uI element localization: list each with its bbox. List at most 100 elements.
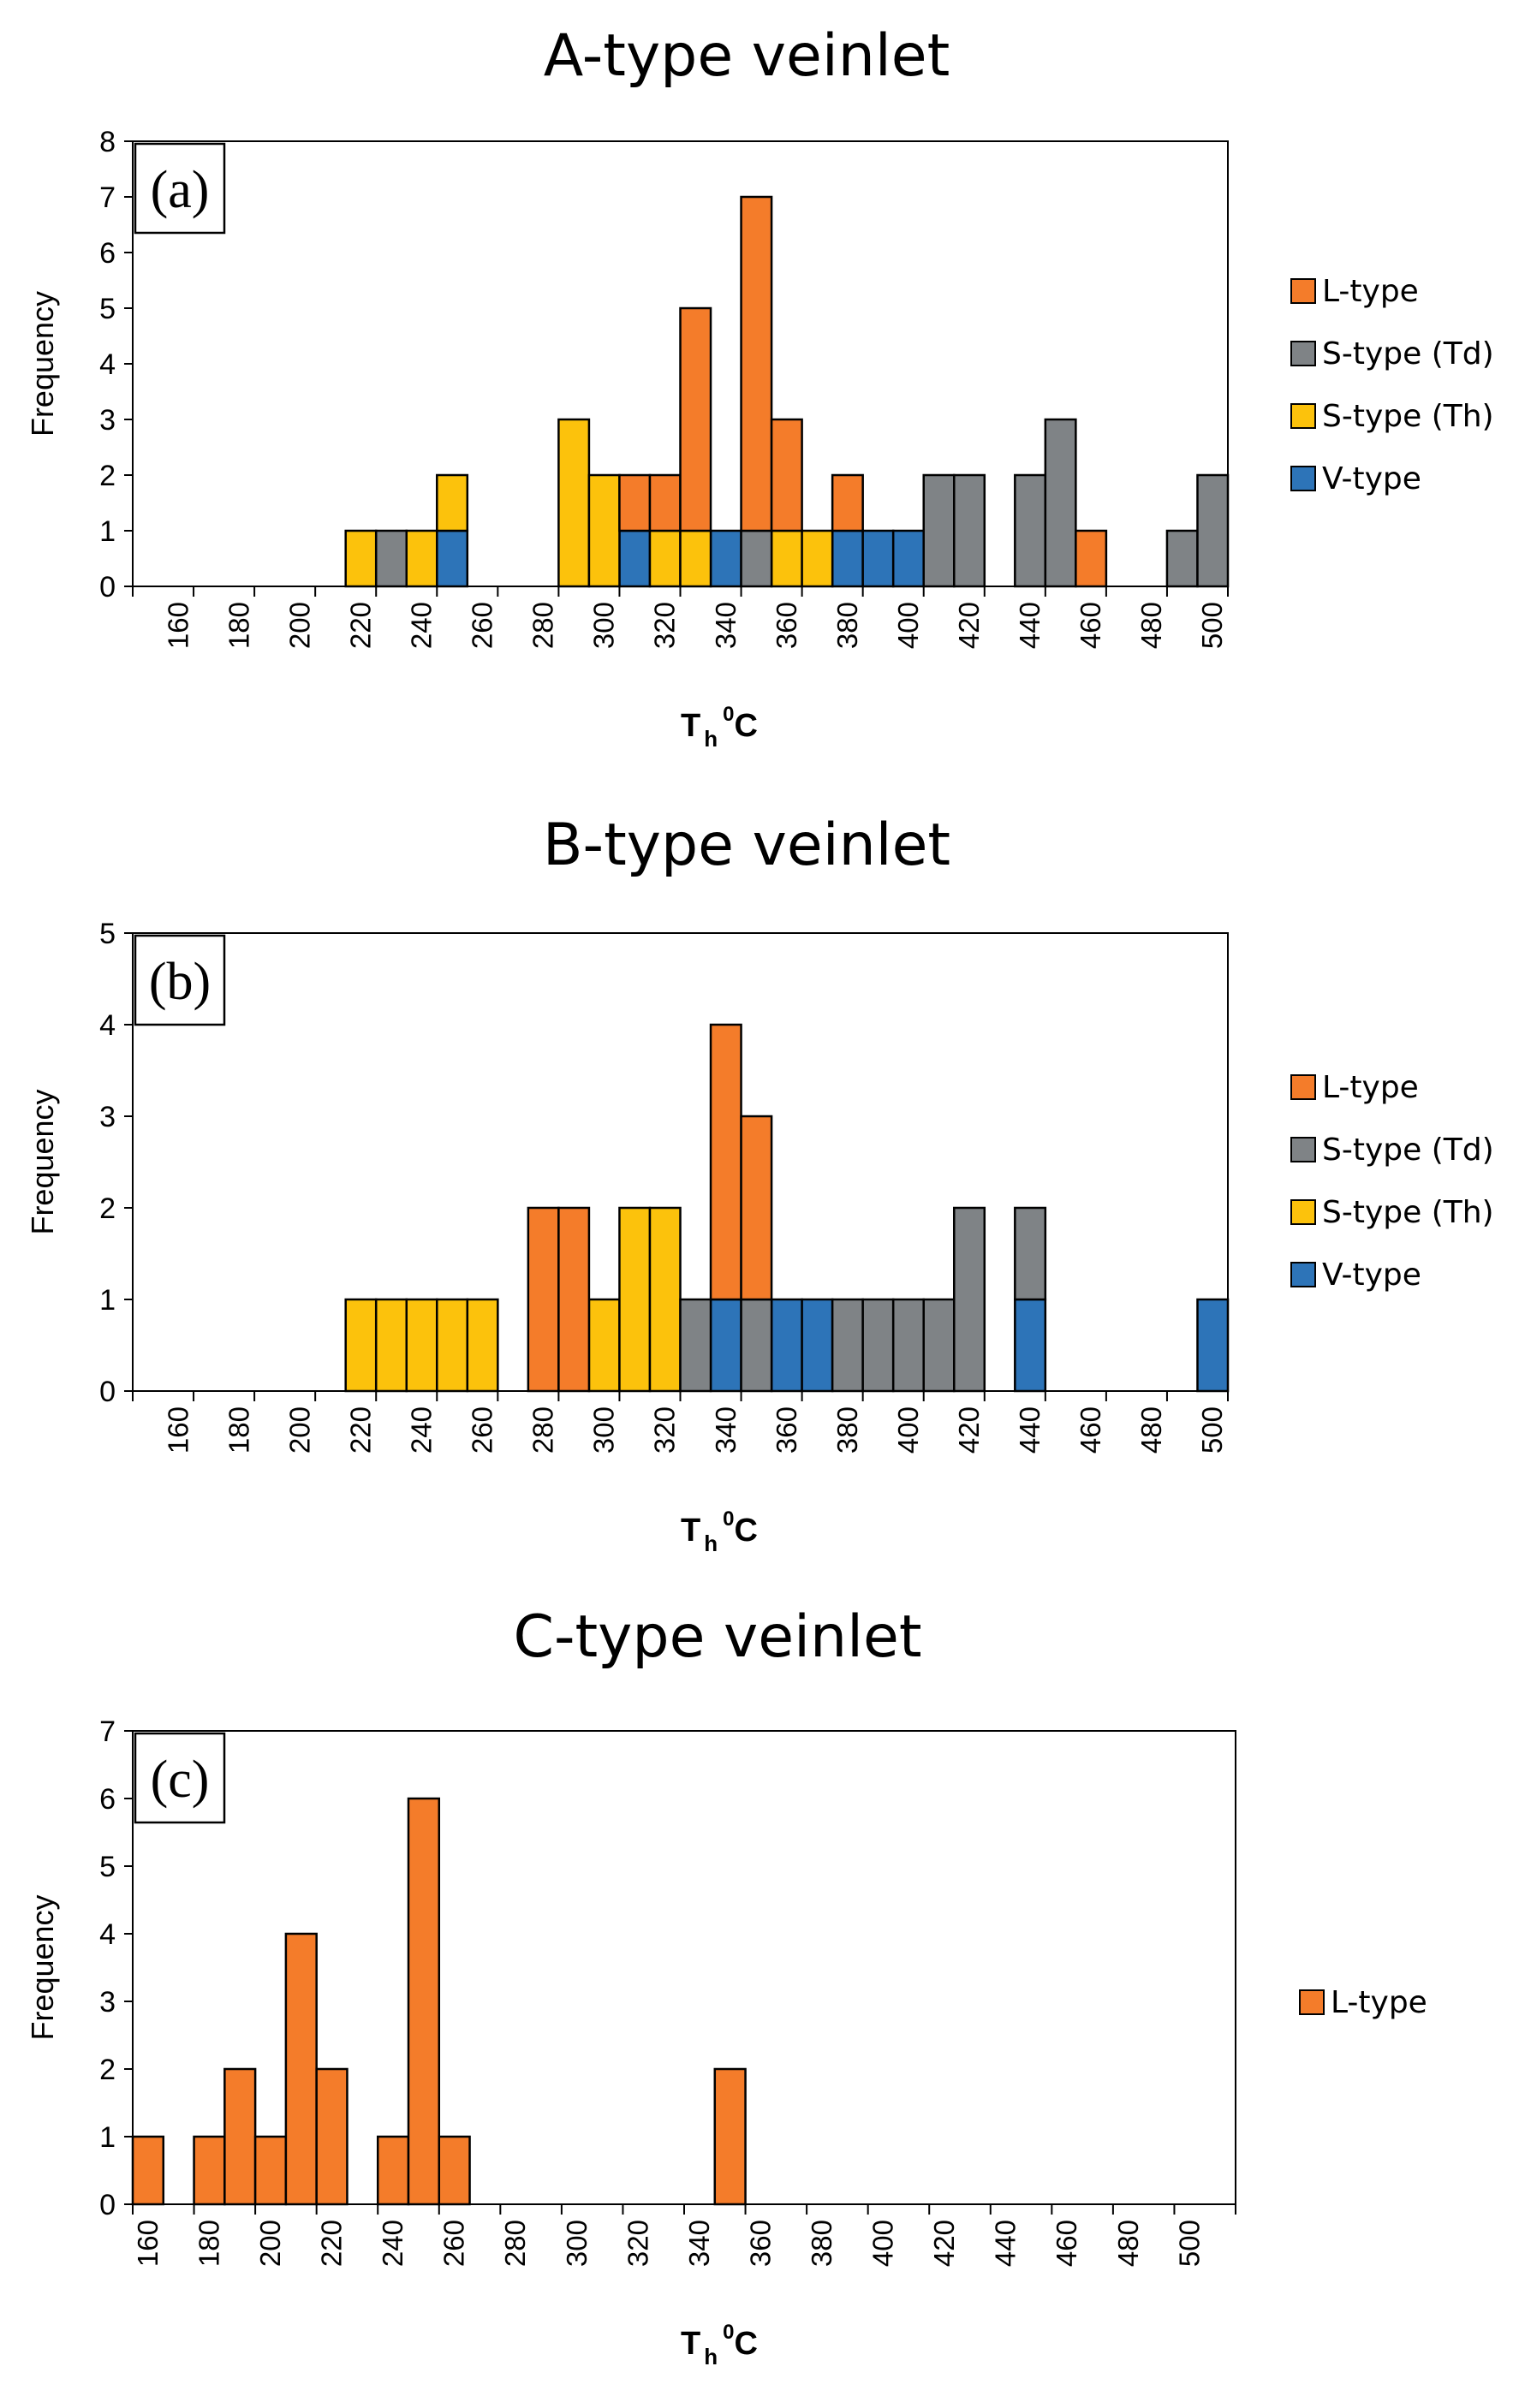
bar-l-type-350 — [713, 2067, 747, 2206]
bar-v-type-500 — [1196, 1298, 1230, 1393]
bar-s-type-td-230 — [374, 529, 408, 588]
x-axis-label-unit: C — [734, 1513, 757, 1549]
panel-label-frame — [134, 934, 226, 1026]
x-axis-label-sup: 0 — [723, 703, 734, 726]
x-tick-label: 160 — [162, 1406, 194, 1454]
bar-l-type-350 — [740, 1115, 773, 1301]
x-tick-label: 480 — [1135, 1406, 1167, 1454]
bar-s-type-td-440 — [1014, 1206, 1047, 1301]
x-axis-label-sub: h — [704, 2344, 718, 2369]
x-tick-label: 320 — [649, 602, 681, 649]
x-axis-label-sub: h — [704, 1531, 718, 1556]
y-tick-label: 5 — [99, 293, 116, 325]
x-tick-label: 480 — [1112, 2220, 1144, 2267]
legend-swatch-l-type — [1290, 278, 1316, 304]
bar-v-type-380 — [831, 529, 864, 588]
x-axis-label-main: T — [681, 708, 700, 744]
y-axis-label: Frequency — [25, 291, 60, 437]
legend-label-v-type: V-type — [1322, 1258, 1421, 1293]
x-tick-label: 500 — [1196, 602, 1228, 649]
x-tick-label: 220 — [344, 1406, 376, 1454]
bar-l-type-190 — [223, 2067, 257, 2206]
x-tick-label: 360 — [771, 1406, 802, 1454]
x-axis-label-unit: C — [734, 2326, 757, 2362]
bar-l-type-280 — [527, 1206, 560, 1393]
panel-label-box: (c) — [134, 1732, 226, 1824]
bar-s-type-td-390 — [861, 1298, 895, 1393]
x-tick-label: 320 — [649, 1406, 681, 1454]
x-tick-label: 260 — [467, 1406, 498, 1454]
x-tick-label: 420 — [953, 602, 985, 649]
x-tick-label: 380 — [806, 2220, 837, 2267]
bar-s-type-th-250 — [436, 1298, 469, 1393]
bar-s-type-th-300 — [587, 473, 621, 588]
y-tick-label: 5 — [99, 1851, 116, 1883]
y-tick-label: 3 — [99, 1986, 116, 2019]
x-tick-label: 440 — [1014, 602, 1045, 649]
y-tick-label: 4 — [99, 1009, 116, 1042]
x-tick-label: 340 — [710, 602, 742, 649]
y-tick-label: 1 — [99, 2121, 116, 2154]
bar-v-type-440 — [1014, 1298, 1047, 1393]
bar-v-type-310 — [618, 529, 652, 588]
x-tick-label: 440 — [1014, 1406, 1045, 1454]
x-tick-label: 200 — [283, 602, 315, 649]
x-tick-label: 380 — [831, 602, 863, 649]
bar-s-type-th-290 — [557, 418, 591, 588]
legend: L-type S-type (Td) S-type (Th) V-type — [1290, 274, 1494, 496]
bar-v-type-400 — [891, 529, 925, 588]
x-tick-label: 460 — [1051, 2220, 1082, 2267]
y-tick-label: 6 — [99, 1783, 116, 1816]
x-tick-label: 440 — [990, 2220, 1022, 2267]
x-tick-label: 300 — [588, 602, 620, 649]
x-tick-label: 360 — [771, 602, 802, 649]
legend-label-s-type-th: S-type (Th) — [1322, 399, 1494, 434]
bar-l-type-240 — [376, 2135, 410, 2206]
x-tick-label: 280 — [499, 2220, 531, 2267]
legend-swatch-s-type-td — [1290, 341, 1316, 366]
bar-s-type-th-310 — [618, 1206, 652, 1393]
y-tick-label: 2 — [99, 2054, 116, 2086]
bar-s-type-th-250 — [436, 473, 469, 532]
y-tick-label: 7 — [99, 181, 116, 214]
bar-l-type-330 — [679, 306, 712, 532]
x-tick-label: 200 — [254, 2220, 286, 2267]
y-tick-label: 1 — [99, 1284, 116, 1317]
legend-label-s-type-td: S-type (Td) — [1322, 1133, 1494, 1168]
panel-label-box: (a) — [134, 142, 226, 235]
bar-s-type-td-440 — [1014, 473, 1047, 588]
bar-l-type-200 — [253, 2135, 288, 2206]
x-tick-label: 240 — [377, 2220, 408, 2267]
bar-v-type-340 — [709, 1298, 742, 1393]
legend-swatch-l-type — [1299, 1989, 1325, 2015]
x-tick-label: 400 — [892, 1406, 924, 1454]
y-tick-label: 7 — [99, 1715, 116, 1748]
legend-label-l-type: L-type — [1322, 1070, 1419, 1105]
bar-l-type-260 — [438, 2135, 471, 2206]
legend-swatch-l-type — [1290, 1074, 1316, 1100]
x-tick-label: 420 — [953, 1406, 985, 1454]
x-axis-label-main: T — [681, 2326, 700, 2362]
x-tick-label: 160 — [162, 602, 194, 649]
legend: L-type — [1299, 1985, 1427, 2020]
x-tick-label: 420 — [928, 2220, 960, 2267]
panel-label: (b) — [149, 953, 211, 1011]
bar-s-type-td-420 — [953, 1206, 986, 1393]
bar-l-type-360 — [770, 418, 803, 532]
bar-s-type-td-350 — [740, 1298, 773, 1393]
bar-s-type-td-330 — [679, 1298, 712, 1393]
x-tick-label: 500 — [1196, 1406, 1228, 1454]
bar-s-type-td-490 — [1165, 529, 1199, 588]
y-tick-label: 2 — [99, 460, 116, 492]
x-axis-label-sup: 0 — [723, 1507, 734, 1531]
y-tick-label: 4 — [99, 348, 116, 381]
x-tick-label: 240 — [406, 1406, 438, 1454]
x-tick-label: 340 — [683, 2220, 715, 2267]
bar-s-type-th-360 — [770, 529, 803, 588]
x-tick-label: 260 — [467, 602, 498, 649]
bar-s-type-th-240 — [405, 529, 438, 588]
legend-swatch-v-type — [1290, 1262, 1316, 1287]
chart-panel-c: C-type veinlet 0 1 2 3 4 5 6 7 160 180 200 220 240 260… — [25, 1603, 1427, 2369]
